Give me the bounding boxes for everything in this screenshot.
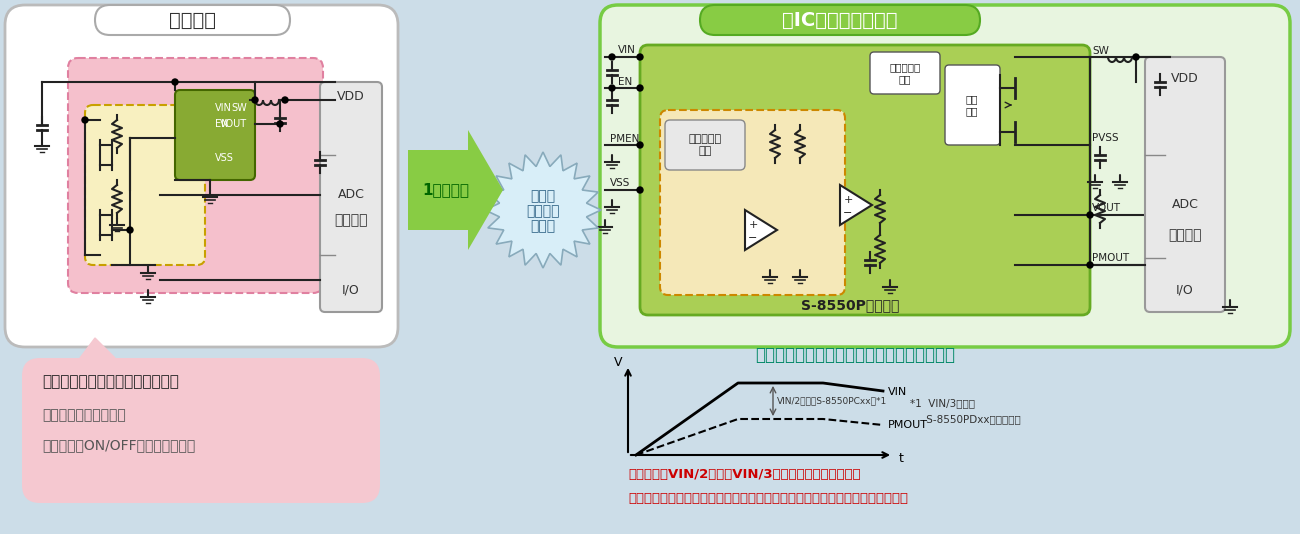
Circle shape (1087, 212, 1093, 218)
Circle shape (637, 142, 644, 148)
Circle shape (637, 85, 644, 91)
Text: EN: EN (214, 119, 229, 129)
Circle shape (637, 54, 644, 60)
Polygon shape (408, 130, 503, 250)
FancyBboxPatch shape (945, 65, 1000, 145)
Text: ・抵抗選別の煩わしさ: ・抵抗選別の煩わしさ (42, 408, 126, 422)
Text: 高精度: 高精度 (530, 189, 555, 203)
Text: VIN/2出力（S-8550PCxx）*1: VIN/2出力（S-8550PCxx）*1 (777, 397, 887, 405)
Text: VDD: VDD (1171, 72, 1199, 84)
FancyBboxPatch shape (176, 90, 255, 180)
Text: PMOUT: PMOUT (1092, 253, 1130, 263)
Circle shape (172, 79, 178, 85)
Circle shape (82, 117, 88, 123)
Text: マイコン: マイコン (1169, 228, 1201, 242)
Text: VIN: VIN (618, 45, 636, 55)
Text: イネーブル
回路: イネーブル 回路 (689, 134, 722, 156)
Text: SW: SW (231, 103, 247, 113)
Text: VSS: VSS (610, 178, 630, 188)
Text: PVSS: PVSS (1092, 133, 1118, 143)
Text: *1  VIN/3出力の: *1 VIN/3出力の (910, 398, 975, 408)
Text: 本ICを使用した回路: 本ICを使用した回路 (783, 11, 898, 29)
FancyBboxPatch shape (5, 5, 398, 347)
FancyBboxPatch shape (660, 110, 845, 295)
FancyBboxPatch shape (320, 82, 382, 312)
Circle shape (282, 97, 289, 103)
Text: S-8550Pシリーズ: S-8550Pシリーズ (801, 298, 900, 312)
Text: そのため、バッテリ機器の電源電圧の監視用として使用することが可能です。: そのため、バッテリ機器の電源電圧の監視用として使用することが可能です。 (628, 491, 907, 505)
Text: 内部でバッテリ電圧を分圧してアナログ出力: 内部でバッテリ電圧を分圧してアナログ出力 (755, 346, 956, 364)
Text: +: + (749, 220, 758, 230)
Text: +: + (844, 195, 853, 205)
FancyBboxPatch shape (666, 120, 745, 170)
FancyBboxPatch shape (870, 52, 940, 94)
Text: SW: SW (1092, 46, 1109, 56)
Circle shape (127, 227, 133, 233)
Text: ADC: ADC (338, 189, 364, 201)
FancyBboxPatch shape (22, 358, 380, 503)
Text: 分圧回路: 分圧回路 (526, 204, 560, 218)
FancyBboxPatch shape (95, 5, 290, 35)
Polygon shape (840, 185, 872, 225)
Circle shape (637, 187, 644, 193)
Text: VSS: VSS (214, 153, 234, 163)
Text: I/O: I/O (1176, 284, 1193, 296)
Text: ADC: ADC (1171, 199, 1199, 211)
FancyBboxPatch shape (640, 45, 1089, 315)
Text: 外付け部品でバッテリ電圧を分圧: 外付け部品でバッテリ電圧を分圧 (42, 374, 179, 389)
Circle shape (1087, 262, 1093, 268)
Text: VDD: VDD (337, 90, 365, 104)
Text: VIN: VIN (214, 103, 231, 113)
Text: VOUT: VOUT (1092, 203, 1121, 213)
Text: PMEN: PMEN (610, 134, 640, 144)
FancyBboxPatch shape (699, 5, 980, 35)
Text: 制御
回路: 制御 回路 (966, 94, 978, 116)
Text: 従来回路: 従来回路 (169, 11, 216, 29)
Text: を内蔵: を内蔵 (530, 219, 555, 233)
Text: 入力電圧をVIN/2またはVIN/3に分圧して出力します。: 入力電圧をVIN/2またはVIN/3に分圧して出力します。 (628, 467, 861, 481)
Text: マイコン: マイコン (334, 213, 368, 227)
Text: VOUT: VOUT (220, 119, 247, 129)
FancyBboxPatch shape (1145, 57, 1225, 312)
Circle shape (277, 121, 283, 127)
Text: S-8550PDxxも選択可能: S-8550PDxxも選択可能 (910, 414, 1020, 424)
Text: EN: EN (618, 77, 632, 87)
Polygon shape (81, 338, 114, 358)
Text: −: − (844, 208, 853, 218)
Circle shape (608, 54, 615, 60)
Polygon shape (485, 152, 601, 268)
Text: I/O: I/O (342, 284, 360, 296)
FancyBboxPatch shape (68, 58, 322, 293)
Polygon shape (745, 210, 777, 250)
Text: イネーブル
回路: イネーブル 回路 (889, 62, 920, 84)
Circle shape (1134, 54, 1139, 60)
FancyBboxPatch shape (84, 105, 205, 265)
Text: 1チップ化: 1チップ化 (422, 183, 469, 198)
Text: VIN: VIN (888, 387, 907, 397)
Text: PMOUT: PMOUT (888, 420, 928, 430)
Text: −: − (749, 233, 758, 243)
Circle shape (608, 85, 615, 91)
FancyBboxPatch shape (601, 5, 1290, 347)
Text: V: V (614, 356, 623, 368)
Circle shape (252, 97, 257, 103)
Text: t: t (898, 452, 904, 465)
Text: ・分圧回路ON/OFFのため素子増加: ・分圧回路ON/OFFのため素子増加 (42, 438, 195, 452)
